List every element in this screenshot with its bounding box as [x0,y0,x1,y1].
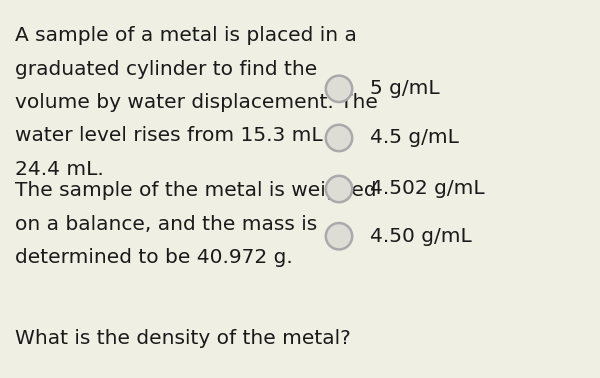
Text: The sample of the metal is weighed: The sample of the metal is weighed [15,181,377,200]
Text: 4.5 g/mL: 4.5 g/mL [370,129,459,147]
Text: What is the density of the metal?: What is the density of the metal? [15,329,351,348]
Ellipse shape [326,76,352,102]
Text: water level rises from 15.3 mL to: water level rises from 15.3 mL to [15,126,349,145]
Text: determined to be 40.972 g.: determined to be 40.972 g. [15,248,293,267]
Text: 4.502 g/mL: 4.502 g/mL [370,180,485,198]
Text: A sample of a metal is placed in a: A sample of a metal is placed in a [15,26,357,45]
Text: 5 g/mL: 5 g/mL [370,79,440,98]
Text: 4.50 g/mL: 4.50 g/mL [370,227,472,246]
Text: 24.4 mL.: 24.4 mL. [15,160,104,178]
Text: volume by water displacement. The: volume by water displacement. The [15,93,378,112]
Text: graduated cylinder to find the: graduated cylinder to find the [15,60,317,79]
Ellipse shape [326,176,352,202]
Ellipse shape [326,223,352,249]
Ellipse shape [326,125,352,151]
Text: on a balance, and the mass is: on a balance, and the mass is [15,215,317,234]
